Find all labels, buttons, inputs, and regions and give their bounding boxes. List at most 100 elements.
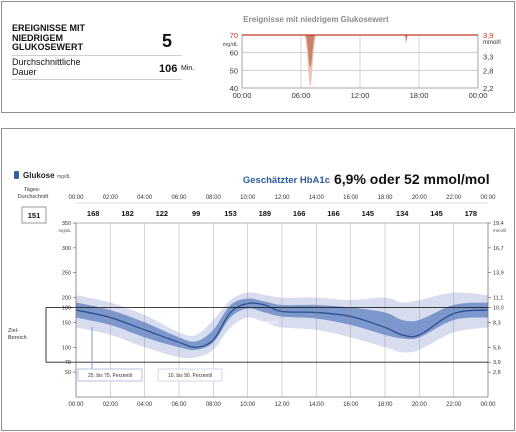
agp-x-tick-bottom: 02:00 bbox=[103, 402, 119, 408]
agp-x-tick-bottom: 08:00 bbox=[206, 402, 222, 408]
hourly-average-value: 145 bbox=[430, 209, 443, 218]
low-y-tick: 50 bbox=[230, 66, 238, 75]
legend-p10-p90 bbox=[157, 368, 223, 382]
hba1c-value: 6,9% oder 52 mmol/mol bbox=[334, 171, 490, 187]
low-events-label: EREIGNISSE MIT NIEDRIGEM GLUKOSEWERT bbox=[12, 23, 86, 52]
glucose-unit: mg/dL bbox=[57, 174, 71, 180]
low-y-right-tick: 3,3 bbox=[483, 53, 493, 62]
hourly-average-value: 189 bbox=[259, 209, 272, 218]
low-x-tick: 00:00 bbox=[469, 91, 488, 100]
low-chart-axes: 70 3,9 60 3,3 50 2,8 40 2,2 mg/dL mmol/l 00:00 06:0… bbox=[223, 31, 501, 100]
agp-x-tick-bottom: 00:00 bbox=[480, 402, 496, 408]
agp-x-tick-top: 00:00 bbox=[68, 195, 84, 201]
low-y-right-tick: 2,2 bbox=[483, 84, 493, 93]
median-label: Medianwert bbox=[252, 320, 278, 326]
low-y-tick: 40 bbox=[230, 84, 238, 93]
agp-x-tick-bottom: 22:00 bbox=[446, 402, 462, 408]
agp-x-tick-bottom: 00:00 bbox=[68, 402, 84, 408]
agp-x-tick-bottom: 10:00 bbox=[240, 402, 256, 408]
agp-x-tick-top: 00:00 bbox=[480, 195, 496, 201]
hba1c-label: Geschätzter HbA1c bbox=[243, 175, 330, 186]
agp-y-right-tick: 3,9 bbox=[493, 360, 501, 366]
hourly-average-value: 153 bbox=[224, 209, 237, 218]
low-x-tick: 18:00 bbox=[410, 91, 429, 100]
agp-y-right-unit: mmol/l bbox=[493, 228, 506, 233]
agp-x-tick-top: 16:00 bbox=[343, 195, 359, 201]
agp-y-tick: 70 bbox=[65, 360, 71, 366]
legend-p10-p90-label: 10. bis 90. Perzentil bbox=[168, 373, 212, 379]
agp-x-tick-top: 08:00 bbox=[206, 195, 222, 201]
agp-x-tick-bottom: 20:00 bbox=[412, 402, 428, 408]
agp-x-tick-top: 12:00 bbox=[274, 195, 290, 201]
hourly-average-value: 145 bbox=[362, 209, 375, 218]
glucose-sensor-icon bbox=[14, 171, 19, 179]
low-y-unit: mg/dL bbox=[223, 42, 238, 48]
overall-average-box bbox=[21, 206, 47, 224]
target-range-label: Ziel- Bereich bbox=[8, 328, 27, 341]
low-glucose-chart: Ereignisse mit niedrigem Glukosewert 70 3… bbox=[223, 15, 501, 100]
overall-average-label: Tages- Durchschnitt bbox=[18, 187, 49, 200]
agp-x-tick-bottom: 06:00 bbox=[171, 402, 187, 408]
legend-iqr-label: 25. bis 75. Perzentil bbox=[88, 373, 132, 379]
agp-x-tick-top: 04:00 bbox=[137, 195, 153, 201]
agp-y-right-tick: 19,4 bbox=[493, 221, 504, 227]
agp-x-tick-bottom: 12:00 bbox=[274, 402, 290, 408]
avg-duration-value: 106 bbox=[159, 63, 178, 75]
avg-duration-label: Durchschnittliche Dauer bbox=[12, 57, 81, 77]
agp-x-tick-bottom: 04:00 bbox=[137, 402, 153, 408]
agp-grid bbox=[45, 223, 489, 398]
hourly-average-value: 168 bbox=[87, 209, 100, 218]
agp-y-tick: 50 bbox=[65, 370, 71, 376]
agp-y-tick: 350 bbox=[62, 221, 71, 227]
low-events-layer bbox=[242, 34, 478, 87]
agp-y-tick: 200 bbox=[62, 296, 71, 302]
hourly-average-value: 134 bbox=[396, 209, 409, 218]
summary-divider-bottom bbox=[12, 79, 182, 80]
agp-y-right-tick: 13,9 bbox=[493, 271, 504, 277]
legend-iqr bbox=[77, 368, 143, 382]
low-x-tick: 12:00 bbox=[351, 91, 370, 100]
agp-x-tick-top: 20:00 bbox=[412, 195, 428, 201]
agp-x-tick-bottom: 14:00 bbox=[309, 402, 325, 408]
agp-y-right-tick: 11,1 bbox=[493, 296, 503, 302]
low-y-right-tick: 3,9 bbox=[483, 31, 493, 40]
agp-x-tick-top: 14:00 bbox=[309, 195, 325, 201]
low-event-inner bbox=[305, 35, 316, 67]
low-y-tick: 60 bbox=[230, 49, 238, 58]
agp-x-tick-top: 02:00 bbox=[103, 195, 119, 201]
hourly-average-value: 166 bbox=[293, 209, 306, 218]
hourly-average-row: 00:00 02:00 04:00 06:00 08:00 10:00 12:00 14:00… bbox=[68, 195, 496, 224]
agp-y-right-tick: 10,0 bbox=[493, 306, 504, 312]
low-y-right-tick: 2,8 bbox=[483, 66, 493, 75]
agp-panel: Glukose mg/dL Geschätzter HbA1c 6,9% ode… bbox=[1, 128, 515, 431]
agp-x-tick-bottom: 18:00 bbox=[377, 402, 393, 408]
low-chart-title: Ereignisse mit niedrigem Glukosewert bbox=[243, 15, 389, 24]
agp-y-tick: 100 bbox=[62, 345, 71, 351]
agp-y-right-tick: 2,8 bbox=[493, 370, 501, 376]
agp-x-tick-bottom: 16:00 bbox=[343, 402, 359, 408]
agp-y-right-tick: 8,3 bbox=[493, 320, 501, 326]
low-event-inner bbox=[404, 35, 408, 41]
agp-y-unit: mg/dL bbox=[58, 228, 71, 233]
low-events-count: 5 bbox=[162, 31, 173, 51]
hourly-average-value: 182 bbox=[121, 209, 134, 218]
low-glucose-summary-panel: EREIGNISSE MIT NIEDRIGEM GLUKOSEWERT 5 D… bbox=[1, 1, 515, 113]
agp-x-tick-top: 10:00 bbox=[240, 195, 256, 201]
agp-x-tick-top: 22:00 bbox=[446, 195, 462, 201]
agp-x-tick-top: 18:00 bbox=[377, 195, 393, 201]
glucose-title: Glukose bbox=[23, 171, 55, 180]
agp-axes: 350 19,4 300 16,7 250 13,9 200 11,1 180 10,0 150 8,… bbox=[58, 221, 506, 408]
agp-y-tick: 180 bbox=[62, 306, 71, 312]
agp-y-right-tick: 16,7 bbox=[493, 246, 504, 252]
agp-y-right-tick: 5,6 bbox=[493, 345, 501, 351]
agp-x-tick-top: 06:00 bbox=[171, 195, 187, 201]
hourly-average-value: 166 bbox=[327, 209, 340, 218]
hourly-average-value: 122 bbox=[156, 209, 169, 218]
low-x-tick: 06:00 bbox=[292, 91, 311, 100]
low-y-tick: 70 bbox=[230, 31, 238, 40]
agp-y-tick: 300 bbox=[62, 246, 71, 252]
agp-y-tick: 150 bbox=[62, 320, 71, 326]
median-line bbox=[75, 302, 489, 348]
avg-duration-unit: Min. bbox=[181, 65, 195, 72]
low-x-tick: 00:00 bbox=[233, 91, 252, 100]
